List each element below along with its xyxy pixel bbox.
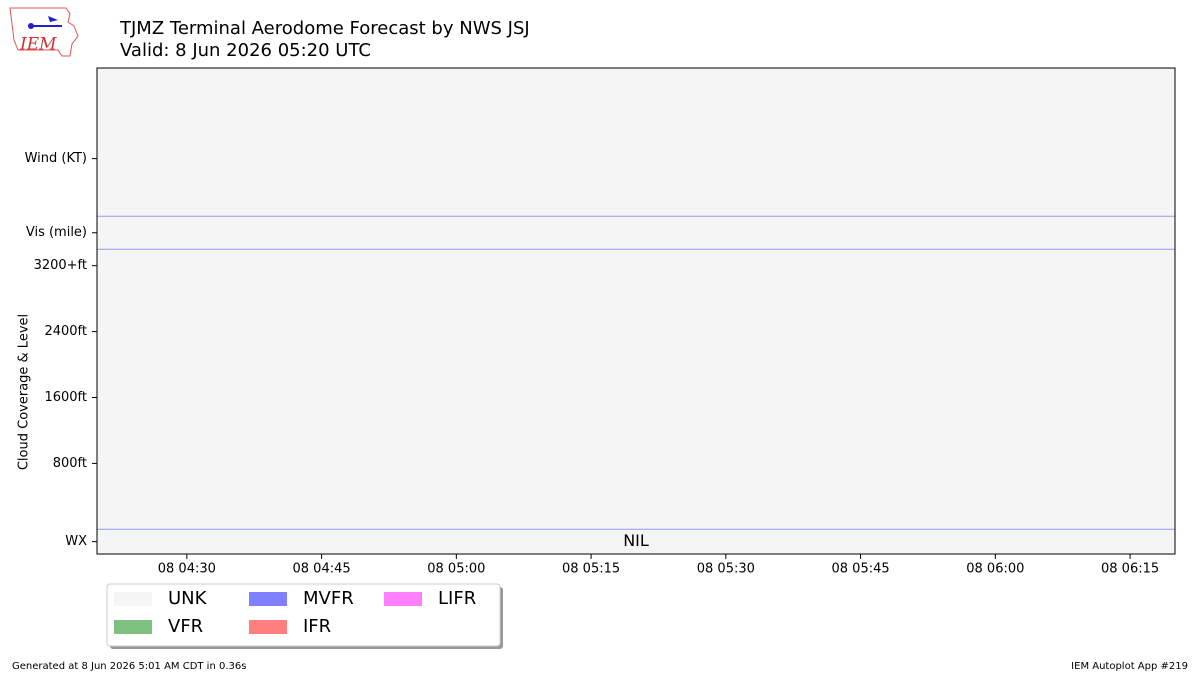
y-tick-label: 2400ft [44,324,87,339]
legend-label: LIFR [438,588,476,609]
y-axis-label: Cloud Coverage & Level [17,314,32,470]
plot-frame [96,67,1176,555]
y-tick-label: WX [65,534,87,549]
legend-label: MVFR [303,588,354,609]
legend-swatch [249,592,287,606]
x-tick-label: 08 06:15 [1101,562,1159,577]
x-tick-label: 08 04:30 [158,562,216,577]
x-tick-label: 08 05:30 [697,562,755,577]
x-tick-label: 08 05:15 [562,562,620,577]
footer-left: Generated at 8 Jun 2026 5:01 AM CDT in 0… [12,661,246,672]
y-tick-label: Wind (KT) [25,151,87,166]
legend-label: UNK [168,588,208,609]
y-tick-label: 3200+ft [34,258,87,273]
chart-subtitle: Valid: 8 Jun 2026 05:20 UTC [120,40,371,61]
footer-right: IEM Autoplot App #219 [1071,661,1188,672]
y-tick-label: Vis (mile) [26,225,87,240]
y-tick-label: 1600ft [44,390,87,405]
logo-text: IEM [19,35,57,55]
x-tick-label: 08 04:45 [293,562,351,577]
plot-area [97,68,1175,554]
legend-label: IFR [303,616,331,637]
x-tick-label: 08 05:00 [427,562,485,577]
legend-swatch [114,592,152,606]
legend-swatch [249,620,287,634]
chart-title: TJMZ Terminal Aerodome Forecast by NWS J… [119,18,530,39]
y-tick-label: 800ft [53,456,87,471]
legend-swatch [384,592,422,606]
legend-swatch [114,620,152,634]
legend-label: VFR [168,616,203,637]
logo: IEM [9,7,79,57]
x-tick-label: 08 06:00 [966,562,1024,577]
annotation: NIL [623,531,649,550]
x-tick-label: 08 05:45 [832,562,890,577]
